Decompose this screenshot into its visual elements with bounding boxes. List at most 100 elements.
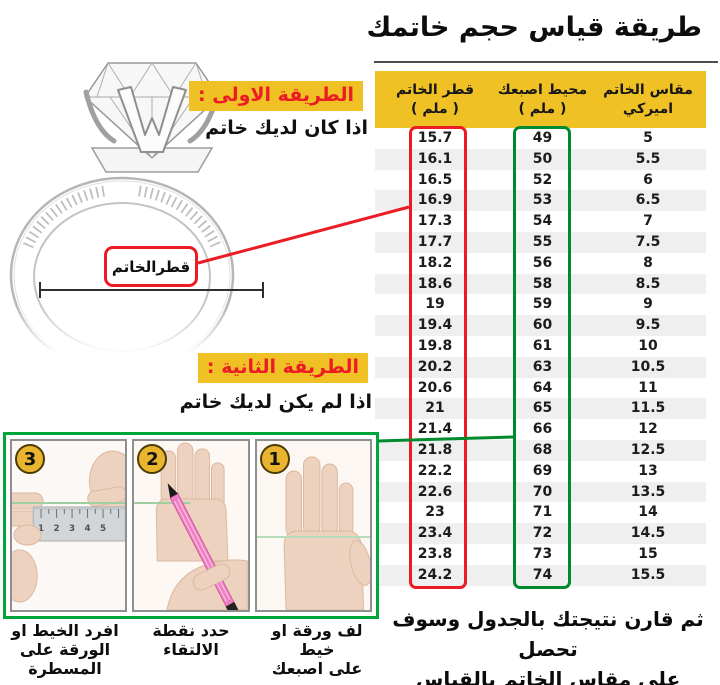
method-2-heading: الطريقة الثانية : <box>197 353 368 383</box>
circumference-value: 53 <box>532 192 553 209</box>
circumference-value: 52 <box>532 171 553 188</box>
table-row: 17.7 55 7.5 <box>375 231 706 253</box>
diameter-value: 22.6 <box>417 483 453 500</box>
step-caption: افرد الخيط او الورقة على المسطرة <box>11 621 119 678</box>
us-size-value: 11 <box>638 379 658 396</box>
step-caption: لف ورقة او خيط على اصبعك <box>271 621 363 678</box>
diameter-value: 19.4 <box>417 317 453 334</box>
diameter-value: 22.2 <box>417 462 453 479</box>
svg-text:3: 3 <box>69 524 75 534</box>
us-size-value: 13 <box>638 462 658 479</box>
us-size-value: 5 <box>643 130 653 146</box>
method-2-subtext: اذا لم يكن لديك خاتم <box>179 391 372 413</box>
diameter-value: 23.4 <box>417 525 453 542</box>
column-header-us-size: مقاس الخاتم اميركي <box>603 81 693 117</box>
table-row: 19.8 61 10 <box>375 336 706 357</box>
us-size-value: 14 <box>638 504 658 521</box>
diameter-value: 18.2 <box>417 254 453 271</box>
circumference-value: 70 <box>532 483 553 500</box>
table-row: 21.8 68 12.5 <box>375 439 706 461</box>
ring-size-table: قطر الخاتم ( ملم ) محيط اصبعك ( ملم ) مق… <box>375 71 706 586</box>
us-size-value: 6.5 <box>635 192 661 209</box>
us-size-value: 9.5 <box>635 317 661 334</box>
table-row: 20.6 64 11 <box>375 378 706 399</box>
table-row: 24.2 74 15.5 <box>375 564 706 586</box>
us-size-value: 11.5 <box>630 400 666 417</box>
step-photo-mark-point: 2 <box>132 439 250 612</box>
table-row: 23.4 72 14.5 <box>375 523 706 544</box>
diameter-value: 17.7 <box>417 233 453 250</box>
table-row: 22.2 69 13 <box>375 461 706 482</box>
diameter-value: 23.8 <box>417 545 453 562</box>
circumference-value: 72 <box>532 525 553 542</box>
table-row: 18.2 56 8 <box>375 253 706 274</box>
circumference-value: 49 <box>532 130 553 146</box>
us-size-value: 8.5 <box>635 275 661 292</box>
table-row: 21 65 11.5 <box>375 398 706 420</box>
circumference-value: 56 <box>532 254 553 271</box>
circumference-value: 65 <box>532 400 553 417</box>
svg-text:5: 5 <box>100 524 106 534</box>
page-title: طريقة قياس حجم خاتمك <box>366 12 702 43</box>
circumference-value: 50 <box>532 150 553 167</box>
svg-text:1: 1 <box>38 524 44 534</box>
us-size-value: 5.5 <box>635 150 661 167</box>
circumference-value: 69 <box>532 462 553 479</box>
table-body: 15.7 49 5 16.1 50 5.5 16.5 52 6 16. <box>375 128 706 586</box>
circumference-value: 71 <box>532 504 553 521</box>
column-header-diameter: قطر الخاتم ( ملم ) <box>395 81 475 117</box>
table-row: 17.3 54 7 <box>375 211 706 232</box>
diameter-value: 18.6 <box>417 275 453 292</box>
svg-text:4: 4 <box>85 524 91 534</box>
table-row: 19 59 9 <box>375 294 706 315</box>
prong-w <box>117 86 187 153</box>
table-row: 16.9 53 6.5 <box>375 190 706 212</box>
step-photo-ruler: 1 2 3 4 5 3 <box>10 439 128 612</box>
us-size-value: 6 <box>643 171 653 188</box>
table-row: 19.4 60 9.5 <box>375 315 706 336</box>
us-size-value: 13.5 <box>630 483 666 500</box>
diameter-value: 20.2 <box>417 358 453 375</box>
table-row: 18.6 58 8.5 <box>375 273 706 295</box>
us-size-value: 7.5 <box>635 233 661 250</box>
us-size-value: 8 <box>643 254 653 271</box>
method-1-subtext: اذا كان لديك خاتم <box>205 117 368 139</box>
ring-diameter-label: قطرالخاتم <box>104 246 198 287</box>
circumference-value: 60 <box>532 317 553 334</box>
diameter-measure-line <box>39 282 264 298</box>
ruler: 1 2 3 4 5 <box>32 506 126 542</box>
diameter-value: 20.6 <box>417 379 453 396</box>
circumference-value: 64 <box>532 379 553 396</box>
diameter-value: 17.3 <box>417 213 453 230</box>
step-badge: 1 <box>259 444 290 474</box>
diameter-value: 16.9 <box>417 192 453 209</box>
us-size-value: 12 <box>638 421 658 438</box>
circumference-value: 61 <box>532 337 553 354</box>
us-size-value: 10 <box>638 337 658 354</box>
diameter-value: 21.4 <box>417 421 453 438</box>
wrap-finger-illustration <box>256 441 370 610</box>
table-header: قطر الخاتم ( ملم ) محيط اصبعك ( ملم ) مق… <box>375 71 706 128</box>
us-size-value: 9 <box>643 296 653 313</box>
svg-text:2: 2 <box>54 524 60 534</box>
circumference-value: 63 <box>532 358 553 375</box>
circumference-value: 59 <box>532 296 553 313</box>
diameter-value: 16.5 <box>417 171 453 188</box>
table-row: 22.6 70 13.5 <box>375 481 706 503</box>
method-1-heading: الطريقة الاولى : <box>189 81 363 111</box>
step-photo-wrap-finger: 1 <box>254 439 372 612</box>
circumference-value: 55 <box>532 233 553 250</box>
step-caption: حدد نقطة الالتقاء <box>152 621 230 659</box>
step-badge: 2 <box>137 444 168 474</box>
us-size-value: 10.5 <box>630 358 666 375</box>
step-photos-frame: 1 2 3 4 5 3 <box>3 432 379 619</box>
us-size-value: 15.5 <box>630 566 666 583</box>
circumference-value: 74 <box>532 566 553 583</box>
diameter-value: 21 <box>425 400 445 417</box>
table-row: 15.7 49 5 <box>375 128 706 149</box>
diameter-value: 15.7 <box>417 130 453 146</box>
diameter-value: 24.2 <box>417 566 453 583</box>
table-row: 16.5 52 6 <box>375 170 706 191</box>
mark-point-illustration <box>134 441 248 610</box>
